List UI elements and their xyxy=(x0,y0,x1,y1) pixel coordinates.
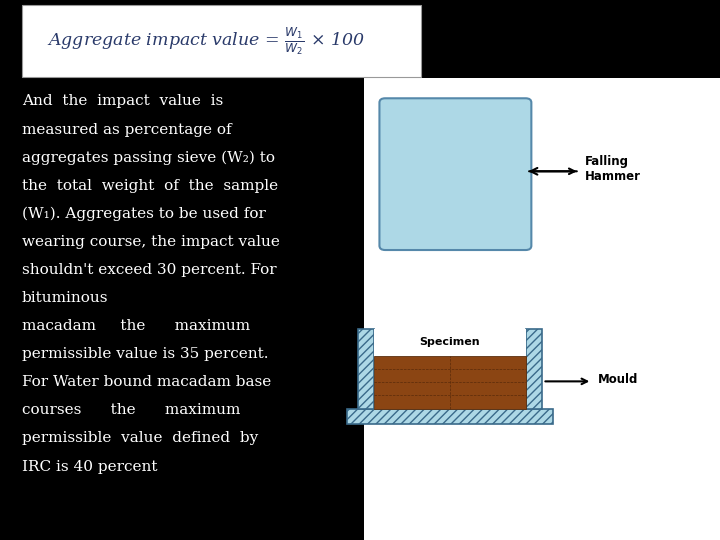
Text: courses      the      maximum: courses the maximum xyxy=(22,403,240,417)
Text: (W₁). Aggregates to be used for: (W₁). Aggregates to be used for xyxy=(22,207,266,221)
Text: aggregates passing sieve (W₂) to: aggregates passing sieve (W₂) to xyxy=(22,151,274,165)
Bar xyxy=(374,356,526,409)
Text: wearing course, the impact value: wearing course, the impact value xyxy=(22,235,279,249)
Text: Specimen: Specimen xyxy=(420,338,480,348)
Text: Falling
Hammer: Falling Hammer xyxy=(585,154,641,183)
FancyBboxPatch shape xyxy=(379,98,531,250)
Text: Mould: Mould xyxy=(598,373,639,386)
Bar xyxy=(526,329,541,409)
Text: bituminous: bituminous xyxy=(22,291,108,305)
Text: IRC is 40 percent: IRC is 40 percent xyxy=(22,460,157,474)
Text: permissible value is 35 percent.: permissible value is 35 percent. xyxy=(22,347,268,361)
Text: permissible  value  defined  by: permissible value defined by xyxy=(22,431,258,446)
Text: And  the  impact  value  is: And the impact value is xyxy=(22,94,223,109)
Bar xyxy=(364,78,720,540)
Text: For Water bound macadam base: For Water bound macadam base xyxy=(22,375,271,389)
Text: Aggregate impact value = $\frac{W_1}{W_2}$ × 100: Aggregate impact value = $\frac{W_1}{W_2… xyxy=(47,25,364,57)
Bar xyxy=(359,329,374,409)
Text: macadam     the      maximum: macadam the maximum xyxy=(22,319,250,333)
Bar xyxy=(347,409,553,424)
Text: shouldn't exceed 30 percent. For: shouldn't exceed 30 percent. For xyxy=(22,263,276,277)
Text: measured as percentage of: measured as percentage of xyxy=(22,123,231,137)
Text: the  total  weight  of  the  sample: the total weight of the sample xyxy=(22,179,278,193)
Bar xyxy=(374,329,526,409)
Bar xyxy=(22,5,421,77)
